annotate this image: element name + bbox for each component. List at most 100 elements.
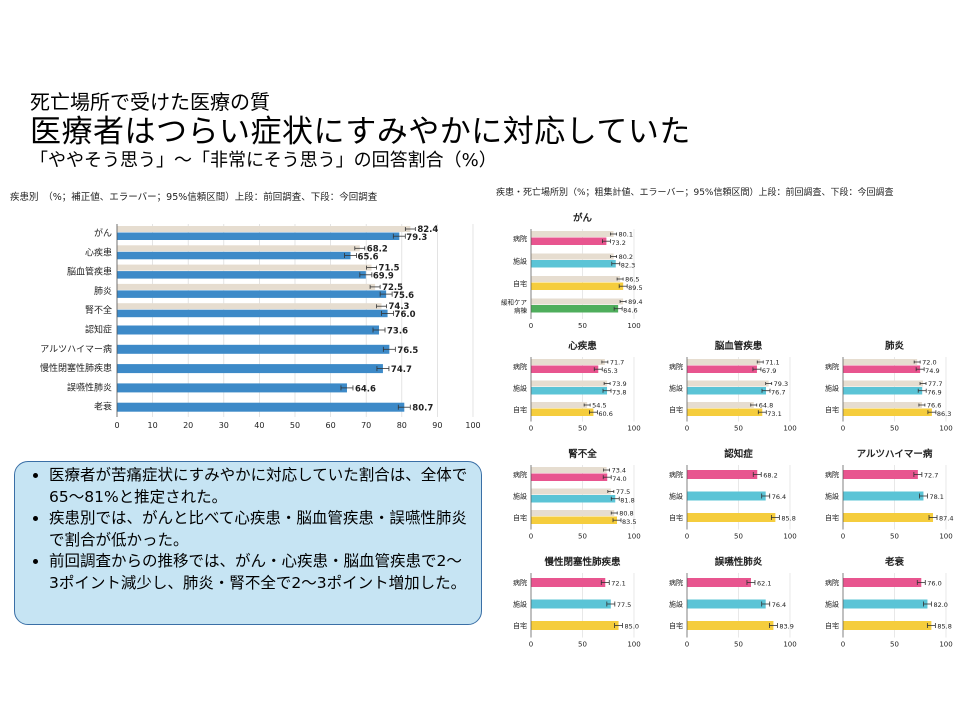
left-chart-x-tick: 80	[397, 421, 407, 430]
panel-bar-current	[531, 473, 608, 481]
panel-value-current: 73.2	[611, 239, 625, 247]
panel-value-previous: 80.1	[619, 231, 633, 239]
panel-value-current: 73.8	[612, 389, 626, 397]
panel-x-tick: 100	[783, 533, 796, 541]
panel-value-current: 67.9	[762, 367, 776, 375]
panel-bar-current	[531, 516, 618, 524]
panel-title: 肺炎	[884, 340, 905, 352]
left-chart-category-label: がん	[94, 227, 112, 239]
panel-x-tick: 100	[627, 425, 640, 433]
panel-x-tick: 50	[578, 322, 587, 330]
panel-bar-current	[531, 621, 619, 630]
panel-value-current: 62.1	[757, 580, 771, 588]
left-chart-x-tick: 50	[290, 421, 300, 430]
panel-value-previous: 86.5	[625, 276, 639, 284]
left-chart-value-current: 74.7	[391, 365, 412, 375]
panel-row-label: 病院	[825, 578, 839, 587]
panel-row-label: 病棟	[514, 306, 528, 315]
panel-row-label: 自宅	[825, 513, 839, 522]
left-chart-category-label: アルツハイマー病	[40, 343, 112, 355]
panel-row-label: 自宅	[669, 621, 683, 630]
panel-x-tick: 50	[734, 425, 743, 433]
panel-x-tick: 50	[734, 533, 743, 541]
panel-bar-current	[687, 491, 766, 501]
panel-x-tick: 50	[578, 425, 587, 433]
panel-row-label: 緩和ケア	[501, 298, 528, 307]
panel-title: 老衰	[884, 556, 905, 568]
slide-subtitle: 死亡場所で受けた医療の質	[30, 90, 270, 114]
panel-x-tick: 50	[890, 425, 899, 433]
panel-x-tick: 0	[529, 533, 533, 541]
panel-x-tick: 50	[578, 641, 587, 649]
panel-value-current: 74.0	[612, 475, 626, 483]
panel-x-tick: 100	[783, 641, 796, 649]
panel-bar-previous	[687, 402, 754, 408]
panel-bar-current	[843, 621, 932, 630]
summary-note: 前回調査からの推移では、がん・心疾患・脳血管疾患で2～3ポイント減少し、肺炎・腎…	[49, 551, 471, 594]
panel-title: アルツハイマー病	[857, 448, 933, 460]
panel-row-label: 病院	[825, 362, 839, 371]
left-chart-bar-current	[117, 309, 388, 318]
panel-bar-current	[531, 305, 619, 313]
left-chart-value-current: 79.3	[406, 233, 427, 243]
panel-row-label: 自宅	[825, 621, 839, 630]
left-chart-category-label: 慢性閉塞性肺疾患	[40, 362, 112, 374]
panel-bar-current	[687, 387, 767, 395]
panel-title: 心疾患	[568, 340, 597, 352]
panel-x-tick: 100	[939, 533, 952, 541]
panel-x-tick: 100	[627, 322, 640, 330]
panel-x-tick: 50	[734, 641, 743, 649]
panel-bar-previous	[531, 510, 615, 516]
left-chart-bar-previous	[117, 283, 376, 290]
left-chart-bar-previous	[117, 245, 360, 252]
left-chart-x-tick: 90	[432, 421, 442, 430]
left-chart-value-current: 69.9	[373, 272, 394, 282]
slide-title: 医療者はつらい症状にすみやかに対応していた	[30, 114, 691, 150]
panel-bar-current	[531, 365, 599, 373]
panel-value-previous: 77.7	[928, 380, 942, 388]
left-chart-bar-previous	[117, 303, 382, 310]
panel-value-previous: 79.3	[774, 380, 788, 388]
panel-bar-current	[843, 599, 928, 609]
left-chart-category-label: 老衰	[94, 401, 112, 413]
panel-bar-previous	[531, 380, 608, 387]
panel-row-label: 病院	[513, 578, 527, 587]
panel-value-current: 74.9	[925, 367, 939, 375]
panel-value-previous: 54.5	[592, 402, 606, 410]
panel-value-current: 76.4	[772, 493, 786, 501]
panel-value-current: 82.3	[621, 262, 635, 270]
panel-x-tick: 100	[627, 641, 640, 649]
left-chart-value-current: 75.6	[393, 291, 414, 301]
panel-value-previous: 64.8	[759, 402, 773, 410]
left-chart-bar-current	[117, 271, 366, 279]
panel-row-label: 自宅	[513, 513, 527, 522]
panel-x-tick: 0	[841, 533, 845, 541]
panel-value-current: 60.6	[598, 410, 612, 418]
panel-value-current: 85.8	[781, 515, 795, 523]
panel-x-tick: 50	[578, 533, 587, 541]
left-chart-bar-current	[117, 325, 380, 335]
panel-value-current: 81.8	[620, 497, 634, 505]
left-chart-value-current: 76.0	[395, 310, 416, 320]
panel-x-tick: 0	[529, 322, 533, 330]
panel-title: 腎不全	[568, 448, 597, 460]
panel-value-previous: 71.7	[610, 359, 624, 367]
panel-x-tick: 100	[783, 425, 796, 433]
panel-value-current: 83.5	[622, 518, 636, 526]
panel-bar-current	[843, 491, 924, 501]
panel-bar-current	[531, 260, 616, 268]
summary-note: 医療者が苦痛症状にすみやかに対応していた割合は、全体で65～81%と推定された。	[49, 465, 471, 508]
panel-row-label: 病院	[669, 470, 683, 479]
panel-row-label: 自宅	[513, 621, 527, 630]
panel-bar-previous	[531, 253, 614, 260]
panel-bar-previous	[531, 359, 605, 365]
panel-value-previous: 89.4	[628, 298, 642, 306]
panel-bar-current	[687, 621, 774, 630]
left-chart-bar-current	[117, 232, 400, 240]
panel-row-label: 病院	[513, 234, 527, 243]
panel-bar-previous	[531, 231, 614, 237]
left-chart-value-previous: 72.5	[382, 283, 403, 293]
panel-bar-current	[843, 470, 918, 479]
panel-row-label: 施設	[513, 492, 527, 501]
panel-x-tick: 50	[890, 641, 899, 649]
